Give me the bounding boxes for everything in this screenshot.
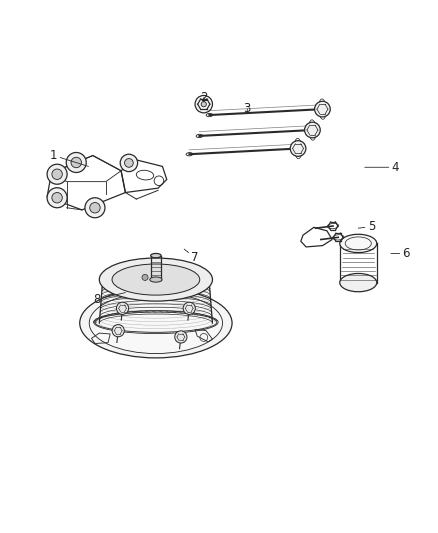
Circle shape bbox=[52, 192, 62, 203]
Circle shape bbox=[201, 102, 206, 107]
Text: 4: 4 bbox=[365, 161, 399, 174]
Circle shape bbox=[90, 203, 100, 213]
Text: 8: 8 bbox=[93, 293, 125, 305]
Ellipse shape bbox=[89, 293, 223, 353]
Circle shape bbox=[124, 158, 133, 167]
Circle shape bbox=[183, 302, 195, 314]
Circle shape bbox=[117, 302, 129, 314]
Ellipse shape bbox=[112, 264, 200, 295]
Circle shape bbox=[47, 164, 67, 184]
Ellipse shape bbox=[340, 235, 377, 253]
Text: 1: 1 bbox=[50, 149, 88, 166]
Text: 7: 7 bbox=[184, 249, 199, 264]
Circle shape bbox=[85, 198, 105, 218]
Ellipse shape bbox=[80, 288, 232, 358]
Circle shape bbox=[195, 95, 212, 113]
Circle shape bbox=[71, 157, 81, 168]
Circle shape bbox=[52, 169, 62, 180]
Circle shape bbox=[304, 122, 320, 138]
Circle shape bbox=[175, 331, 187, 343]
Circle shape bbox=[47, 188, 67, 208]
Ellipse shape bbox=[99, 258, 212, 301]
Ellipse shape bbox=[340, 273, 377, 292]
Circle shape bbox=[66, 152, 86, 173]
Text: 2: 2 bbox=[200, 91, 208, 104]
Ellipse shape bbox=[151, 254, 161, 258]
Circle shape bbox=[142, 274, 148, 280]
Text: 5: 5 bbox=[358, 220, 375, 233]
Circle shape bbox=[314, 101, 330, 117]
Text: 6: 6 bbox=[391, 247, 410, 260]
Circle shape bbox=[290, 141, 306, 156]
Circle shape bbox=[112, 325, 124, 337]
Ellipse shape bbox=[150, 277, 162, 282]
Circle shape bbox=[120, 154, 138, 172]
Text: 3: 3 bbox=[244, 102, 251, 116]
